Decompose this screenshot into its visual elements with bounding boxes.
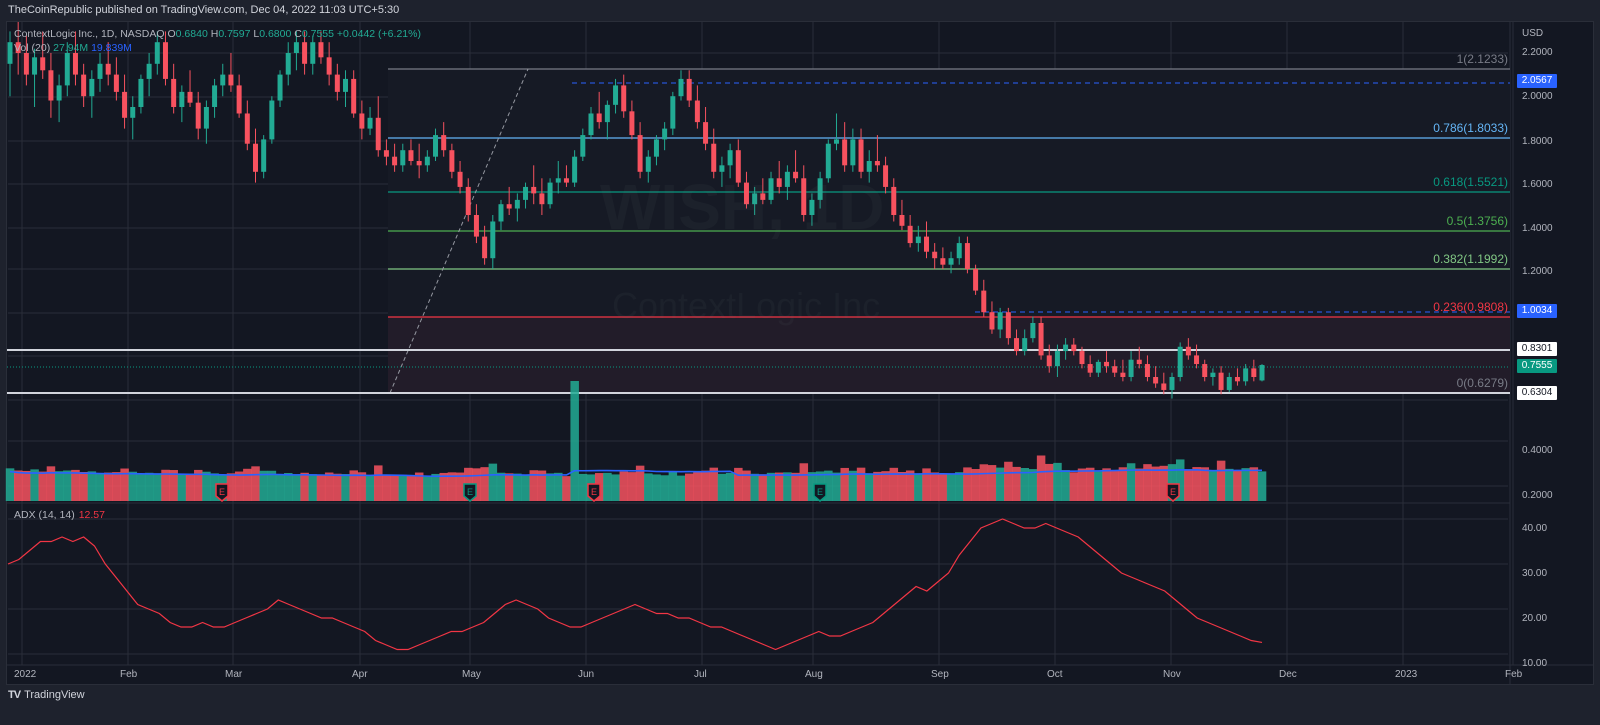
svg-text:E: E — [1170, 487, 1176, 497]
adx-legend: ADX (14, 14) 12.57 — [14, 509, 105, 521]
time-axis-label: Apr — [352, 669, 368, 680]
time-axis-label: Jul — [694, 669, 707, 680]
publisher-caption: TheCoinRepublic published on TradingView… — [8, 4, 400, 16]
time-axis-label: May — [462, 669, 481, 680]
price-tag: 0.7555 — [1517, 359, 1557, 373]
time-axis-label: Aug — [805, 669, 823, 680]
currency-label: USD — [1522, 28, 1544, 39]
main-legend: ContextLogic Inc., 1D, NASDAQ O0.6840 H0… — [14, 27, 421, 55]
adx-tick: 20.00 — [1522, 613, 1548, 624]
fib-level-label: 0.786(1.8033) — [1433, 121, 1508, 135]
volume-tick: 0.4000 — [1522, 445, 1553, 456]
adx-value: 12.57 — [78, 509, 105, 521]
time-axis-label: 2022 — [14, 669, 37, 680]
price-tick: 2.2000 — [1522, 47, 1553, 58]
volume-row: Vol (20) 27.94M 19.839M — [14, 41, 421, 55]
tradingview-logo-icon: TV — [8, 689, 21, 701]
watermark-ticker: WISH, 1D — [600, 171, 885, 243]
svg-text:E: E — [591, 487, 597, 497]
volume-ma-value: 19.839M — [91, 42, 132, 54]
adx-tick: 30.00 — [1522, 568, 1548, 579]
time-axis-label: Oct — [1047, 669, 1063, 680]
volume-value: 27.94M — [53, 42, 89, 54]
time-axis-label: Nov — [1163, 669, 1181, 680]
open-value: 0.6840 — [175, 28, 208, 40]
volume-tick: 0.2000 — [1522, 490, 1553, 501]
watermark-name: ContextLogic Inc — [612, 285, 881, 326]
change-value: +0.0442 (+6.21%) — [336, 28, 421, 40]
price-tick: 1.6000 — [1522, 179, 1553, 190]
fib-level-label: 1(2.1233) — [1456, 52, 1508, 66]
fib-level-label: 0.236(0.9808) — [1433, 300, 1508, 314]
footer-brand: TradingView — [24, 689, 85, 701]
adx-tick: 10.00 — [1522, 658, 1548, 669]
svg-text:E: E — [817, 487, 823, 497]
symbol-label[interactable]: ContextLogic Inc., 1D, NASDAQ — [14, 28, 165, 40]
footer: TV TradingView — [8, 689, 85, 701]
price-tag: 2.0567 — [1517, 74, 1557, 88]
price-tag: 0.8301 — [1517, 342, 1557, 356]
fib-level-label: 0.5(1.3756) — [1446, 214, 1508, 228]
time-axis-label: Feb — [1505, 669, 1523, 680]
fib-level-label: 0.382(1.1992) — [1433, 252, 1508, 266]
fib-level-label: 0(0.6279) — [1456, 376, 1508, 390]
price-tick: 1.4000 — [1522, 223, 1553, 234]
adx-label[interactable]: ADX (14, 14) — [14, 509, 75, 521]
price-tag: 0.6304 — [1517, 386, 1557, 400]
ohlc-row: ContextLogic Inc., 1D, NASDAQ O0.6840 H0… — [14, 28, 421, 40]
svg-text:E: E — [219, 487, 225, 497]
time-axis-label: Feb — [120, 669, 138, 680]
time-axis-label: Dec — [1279, 669, 1297, 680]
high-value: 0.7597 — [218, 28, 251, 40]
fib-level-label: 0.618(1.5521) — [1433, 175, 1508, 189]
low-value: 0.6800 — [259, 28, 292, 40]
price-tick: 1.2000 — [1522, 266, 1553, 277]
price-tick: 2.0000 — [1522, 91, 1553, 102]
time-axis-label: 2023 — [1395, 669, 1418, 680]
price-tick: 1.8000 — [1522, 136, 1553, 147]
price-tag: 1.0034 — [1517, 304, 1557, 318]
close-value: 0.7555 — [301, 28, 334, 40]
time-axis-label: Mar — [225, 669, 243, 680]
time-axis-label: Jun — [578, 669, 595, 680]
adx-tick: 40.00 — [1522, 523, 1548, 534]
svg-text:E: E — [467, 487, 473, 497]
time-axis-label: Sep — [931, 669, 949, 680]
volume-label[interactable]: Vol (20) — [14, 42, 51, 54]
